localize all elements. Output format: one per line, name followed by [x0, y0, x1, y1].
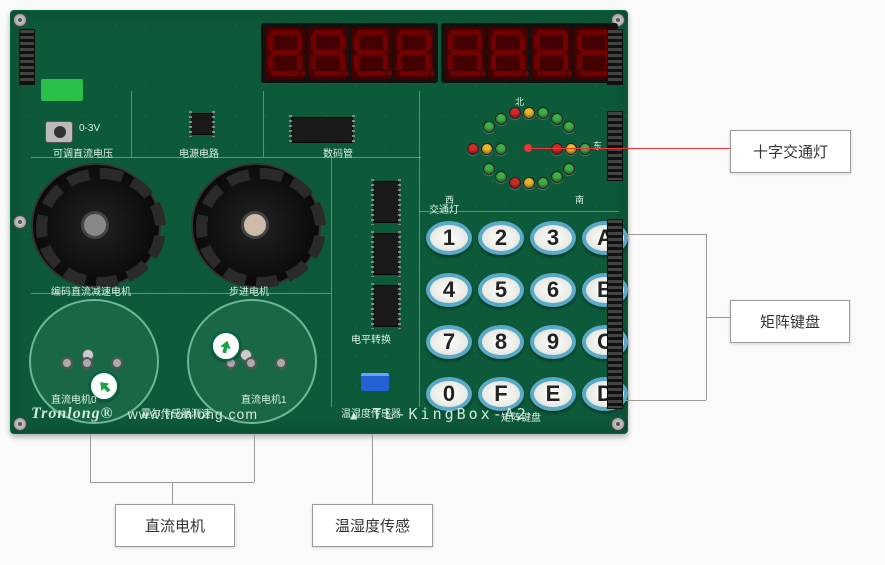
key-3[interactable]: 3: [530, 221, 576, 255]
stage: 0-3V 可调直流电压 电源电路 数码管 北 东 南 西 交通灯 123A456…: [0, 0, 885, 565]
stepper-motor: [191, 163, 331, 293]
led-green: [483, 163, 495, 175]
pin-header: [607, 111, 623, 181]
ic-chip: [373, 285, 399, 327]
screw-ml: [13, 215, 27, 229]
led-green: [495, 171, 507, 183]
callout-temp-humid: 温湿度传感: [312, 504, 433, 547]
label-east: 东: [593, 139, 602, 152]
callout-line: [90, 434, 91, 482]
led-green: [563, 163, 575, 175]
callout-line: [530, 148, 730, 149]
led-red: [551, 143, 563, 155]
ic-chip: [291, 117, 353, 143]
label-nixie: 数码管: [323, 145, 353, 160]
led-green: [483, 121, 495, 133]
label-north: 北: [515, 95, 524, 108]
key-6[interactable]: 6: [530, 273, 576, 307]
divider: [419, 91, 420, 407]
label-level: 电平转换: [351, 331, 391, 346]
callout-dot: [524, 144, 532, 152]
led-red: [467, 143, 479, 155]
led-green: [537, 177, 549, 189]
key-5[interactable]: 5: [478, 273, 524, 307]
temp-humid-module: [361, 373, 389, 391]
label-stepper: 步进电机: [229, 283, 269, 298]
led-red: [509, 177, 521, 189]
label-encoder: 编码直流减速电机: [51, 283, 131, 298]
matrix-keypad: 123A456B789C0FED: [426, 221, 628, 423]
screw-bl: [13, 417, 27, 431]
led-green: [537, 107, 549, 119]
brand-model: TL-KingBox-A2: [372, 405, 528, 423]
led-red: [509, 107, 521, 119]
led-yellow: [565, 143, 577, 155]
key-7[interactable]: 7: [426, 325, 472, 359]
callout-line: [172, 482, 173, 504]
led-green: [563, 121, 575, 133]
divider: [331, 157, 332, 407]
pin-header: [607, 219, 623, 409]
pin-header: [19, 29, 35, 85]
key-4[interactable]: 4: [426, 273, 472, 307]
callout-line: [626, 234, 706, 235]
callout-line: [706, 317, 730, 318]
callout-dc-motor: 直流电机: [115, 504, 235, 547]
label-traffic: 交通灯: [429, 201, 459, 216]
label-pot-range: 0-3V: [79, 123, 100, 134]
key-8[interactable]: 8: [478, 325, 524, 359]
label-south: 南: [575, 193, 584, 206]
screw-tl: [13, 13, 27, 27]
key-9[interactable]: 9: [530, 325, 576, 359]
ic-chip: [191, 113, 213, 135]
key-2[interactable]: 2: [478, 221, 524, 255]
callout-traffic: 十字交通灯: [730, 130, 851, 173]
terminal-block: [41, 79, 83, 101]
divider: [263, 91, 264, 157]
brand-url: www.tronlong.com: [128, 406, 258, 422]
led-green: [579, 143, 591, 155]
divider: [131, 91, 132, 157]
triangle-icon: ▲: [350, 408, 360, 422]
led-green: [551, 113, 563, 125]
led-yellow: [481, 143, 493, 155]
brand-bar: Tronlong® www.tronlong.com ▲ TL-KingBox-…: [31, 403, 607, 425]
led-green: [495, 143, 507, 155]
callout-keypad: 矩阵键盘: [730, 300, 850, 343]
callout-line: [254, 434, 255, 482]
callout-line: [626, 400, 706, 401]
potentiometer[interactable]: [45, 121, 73, 143]
seven-seg-left: [261, 23, 438, 83]
arrow-icon: [211, 331, 241, 361]
led-green: [551, 171, 563, 183]
label-adj-voltage: 可调直流电压: [53, 145, 113, 160]
ic-chip: [373, 181, 399, 223]
brand-logo: Tronlong®: [31, 405, 114, 423]
ic-chip: [373, 233, 399, 275]
label-power: 电源电路: [179, 145, 219, 160]
encoder-motor: [31, 163, 171, 293]
key-1[interactable]: 1: [426, 221, 472, 255]
callout-line: [372, 434, 373, 504]
pin-header: [607, 29, 623, 85]
led-green: [495, 113, 507, 125]
led-yellow: [523, 107, 535, 119]
led-yellow: [523, 177, 535, 189]
pcb-board: 0-3V 可调直流电压 电源电路 数码管 北 东 南 西 交通灯 123A456…: [10, 10, 628, 434]
seven-seg-right: [441, 23, 618, 83]
